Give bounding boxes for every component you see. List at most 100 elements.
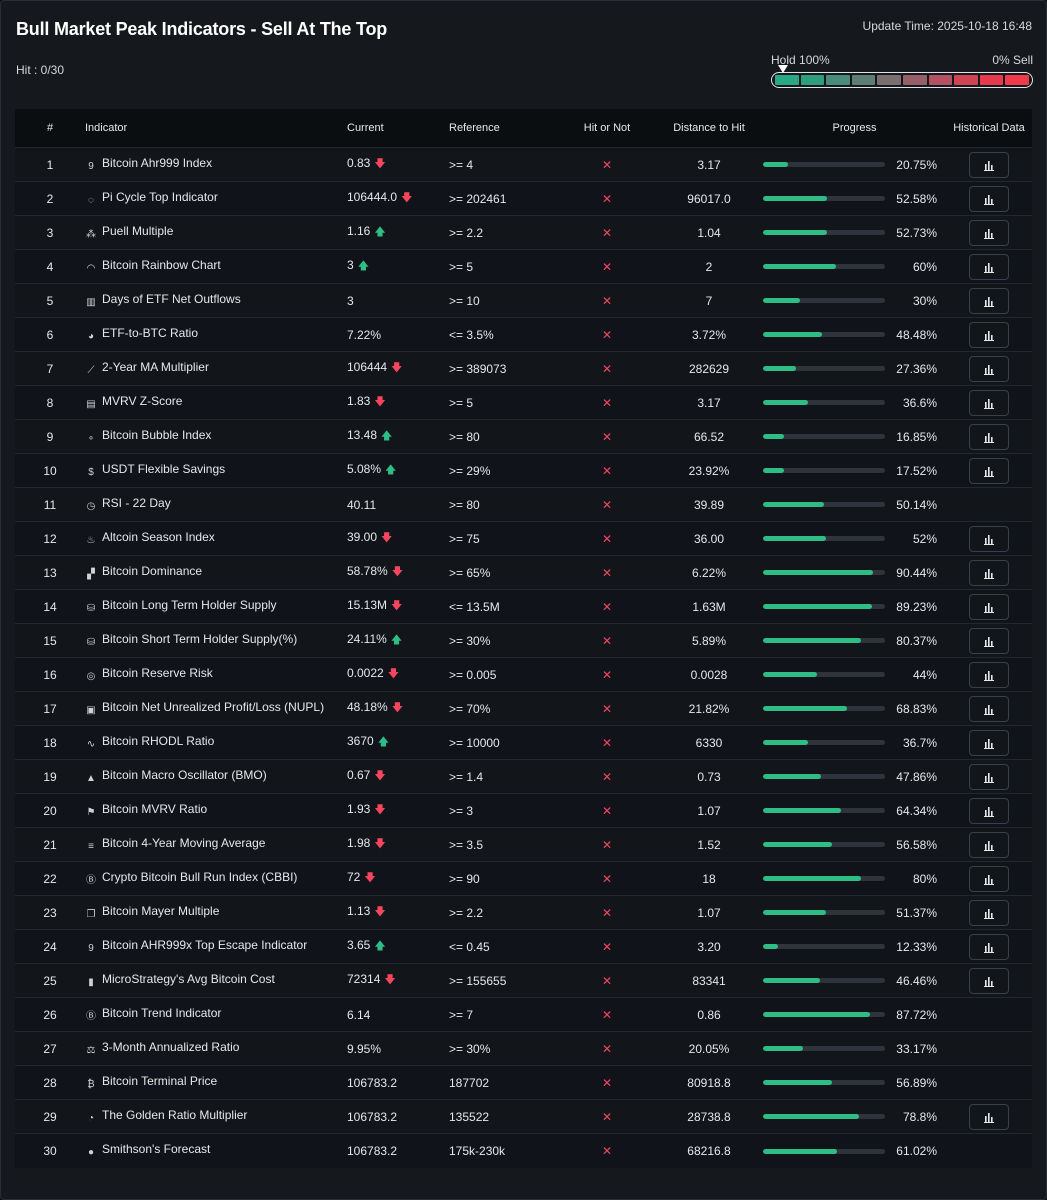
- historical-data-button[interactable]: [969, 729, 1009, 756]
- indicator-cell[interactable]: ∘ Bitcoin Bubble Index: [85, 420, 347, 454]
- indicator-cell[interactable]: Ⓑ Bitcoin Trend Indicator: [85, 998, 347, 1032]
- historical-data-button[interactable]: [969, 389, 1009, 416]
- history-cell: [946, 930, 1032, 964]
- rainbow-icon: ◠: [86, 263, 96, 274]
- hit-status: ✕: [601, 1143, 613, 1158]
- historical-data-button[interactable]: [969, 559, 1009, 586]
- distance-value: 3.20: [697, 939, 721, 954]
- historical-data-button[interactable]: [969, 151, 1009, 178]
- bar-chart-icon: [984, 807, 994, 818]
- historical-data-button[interactable]: [969, 695, 1009, 722]
- indicator-cell[interactable]: ₿ Bitcoin Terminal Price: [85, 1066, 347, 1100]
- historical-data-button[interactable]: [969, 185, 1009, 212]
- progress-fill: [763, 842, 833, 848]
- indicator-cell[interactable]: ◕ ETF-to-BTC Ratio: [85, 318, 347, 352]
- hit-status: ✕: [601, 1075, 613, 1090]
- header-reference: Reference: [449, 109, 559, 148]
- bar-chart-icon: [984, 739, 994, 750]
- historical-data-button[interactable]: [969, 831, 1009, 858]
- indicator-cell[interactable]: ⟋ 2-Year MA Multiplier: [85, 352, 347, 386]
- progress-fill: [763, 332, 823, 338]
- current-cell: 1.16 🡅: [347, 216, 449, 250]
- reference-value: >= 10: [449, 293, 480, 308]
- indicator-cell[interactable]: ⚖ 3-Month Annualized Ratio: [85, 1032, 347, 1066]
- historical-data-button[interactable]: [969, 967, 1009, 994]
- progress-fill: [763, 434, 784, 440]
- history-cell: [946, 998, 1032, 1032]
- historical-data-button[interactable]: [969, 593, 1009, 620]
- current-value: 1.93: [347, 802, 371, 816]
- trend-down-icon: 🡇: [374, 770, 386, 782]
- current-cell: 3670 🡅: [347, 726, 449, 760]
- progress-bar: [763, 604, 885, 610]
- indicator-cell[interactable]: 9 Bitcoin AHR999x Top Escape Indicator: [85, 930, 347, 964]
- indicator-cell[interactable]: Ⓑ Crypto Bitcoin Bull Run Index (CBBI): [85, 862, 347, 896]
- historical-data-button[interactable]: [969, 287, 1009, 314]
- progress-bar: [763, 264, 885, 270]
- indicator-cell[interactable]: 9 Bitcoin Ahr999 Index: [85, 148, 347, 182]
- historical-data-button[interactable]: [969, 763, 1009, 790]
- indicator-cell[interactable]: ❐ Bitcoin Mayer Multiple: [85, 896, 347, 930]
- historical-data-button[interactable]: [969, 355, 1009, 382]
- progress-fill: [763, 400, 808, 406]
- bar-chart-icon: [984, 229, 994, 240]
- row-number: 30: [43, 1143, 57, 1158]
- historical-data-button[interactable]: [969, 253, 1009, 280]
- indicator-cell[interactable]: ∿ Bitcoin RHODL Ratio: [85, 726, 347, 760]
- indicator-cell[interactable]: ◔ The Golden Ratio Multiplier: [85, 1100, 347, 1134]
- progress-cell: 12.33%: [763, 930, 946, 964]
- historical-data-button[interactable]: [969, 457, 1009, 484]
- progress-label: 90.44%: [896, 565, 937, 580]
- indicator-cell[interactable]: ⚑ Bitcoin MVRV Ratio: [85, 794, 347, 828]
- historical-data-button[interactable]: [969, 661, 1009, 688]
- historical-data-button[interactable]: [969, 797, 1009, 824]
- progress-bar: [763, 638, 885, 644]
- historical-data-button[interactable]: [969, 933, 1009, 960]
- historical-data-button[interactable]: [969, 865, 1009, 892]
- row-number: 12: [43, 531, 57, 546]
- historical-data-button[interactable]: [969, 899, 1009, 926]
- indicator-cell[interactable]: ⛁ Bitcoin Long Term Holder Supply: [85, 590, 347, 624]
- indicator-cell[interactable]: ⁂ Puell Multiple: [85, 216, 347, 250]
- historical-data-button[interactable]: [969, 423, 1009, 450]
- indicator-cell[interactable]: ▲ Bitcoin Macro Oscillator (BMO): [85, 760, 347, 794]
- historical-data-button[interactable]: [969, 627, 1009, 654]
- trend-down-icon: 🡇: [391, 600, 403, 612]
- indicator-cell[interactable]: ≡ Bitcoin 4-Year Moving Average: [85, 828, 347, 862]
- indicator-name: Bitcoin Ahr999 Index: [102, 156, 213, 170]
- indicator-cell[interactable]: ◠ Bitcoin Rainbow Chart: [85, 250, 347, 284]
- indicator-cell[interactable]: ◌ Pi Cycle Top Indicator: [85, 182, 347, 216]
- historical-data-button[interactable]: [969, 219, 1009, 246]
- indicator-cell[interactable]: ◷ RSI - 22 Day: [85, 488, 347, 522]
- indicator-name: Bitcoin Dominance: [102, 564, 203, 578]
- hit-status: ✕: [601, 327, 613, 342]
- bar-chart-icon: [984, 331, 994, 342]
- mountain-icon: ▲: [86, 773, 96, 784]
- progress-bar: [763, 672, 885, 678]
- current-value: 40.11: [347, 497, 377, 512]
- indicator-cell[interactable]: ▮ MicroStrategy's Avg Bitcoin Cost: [85, 964, 347, 998]
- indicator-cell[interactable]: ▤ MVRV Z-Score: [85, 386, 347, 420]
- indicator-cell[interactable]: $ USDT Flexible Savings: [85, 454, 347, 488]
- indicator-cell[interactable]: ▞ Bitcoin Dominance: [85, 556, 347, 590]
- current-value: 1.16: [347, 224, 371, 238]
- indicator-cell[interactable]: ● Smithson's Forecast: [85, 1134, 347, 1168]
- distance-value: 83341: [692, 973, 726, 988]
- current-cell: 9.95%: [347, 1032, 449, 1066]
- current-cell: 6.14: [347, 998, 449, 1032]
- indicator-cell[interactable]: ▥ Days of ETF Net Outflows: [85, 284, 347, 318]
- reference-value: >= 5: [449, 259, 474, 274]
- indicator-cell[interactable]: ♨ Altcoin Season Index: [85, 522, 347, 556]
- current-value: 6.14: [347, 1007, 371, 1022]
- bar-chart-icon: [984, 433, 994, 444]
- indicator-name: Puell Multiple: [102, 224, 174, 238]
- distance-value: 1.07: [697, 905, 721, 920]
- progress-label: 78.8%: [902, 1109, 937, 1124]
- indicator-cell[interactable]: ◎ Bitcoin Reserve Risk: [85, 658, 347, 692]
- indicator-cell[interactable]: ⛁ Bitcoin Short Term Holder Supply(%): [85, 624, 347, 658]
- historical-data-button[interactable]: [969, 1103, 1009, 1130]
- historical-data-button[interactable]: [969, 321, 1009, 348]
- hit-status: ✕: [601, 735, 613, 750]
- historical-data-button[interactable]: [969, 525, 1009, 552]
- indicator-cell[interactable]: ▣ Bitcoin Net Unrealized Profit/Loss (NUP…: [85, 692, 347, 726]
